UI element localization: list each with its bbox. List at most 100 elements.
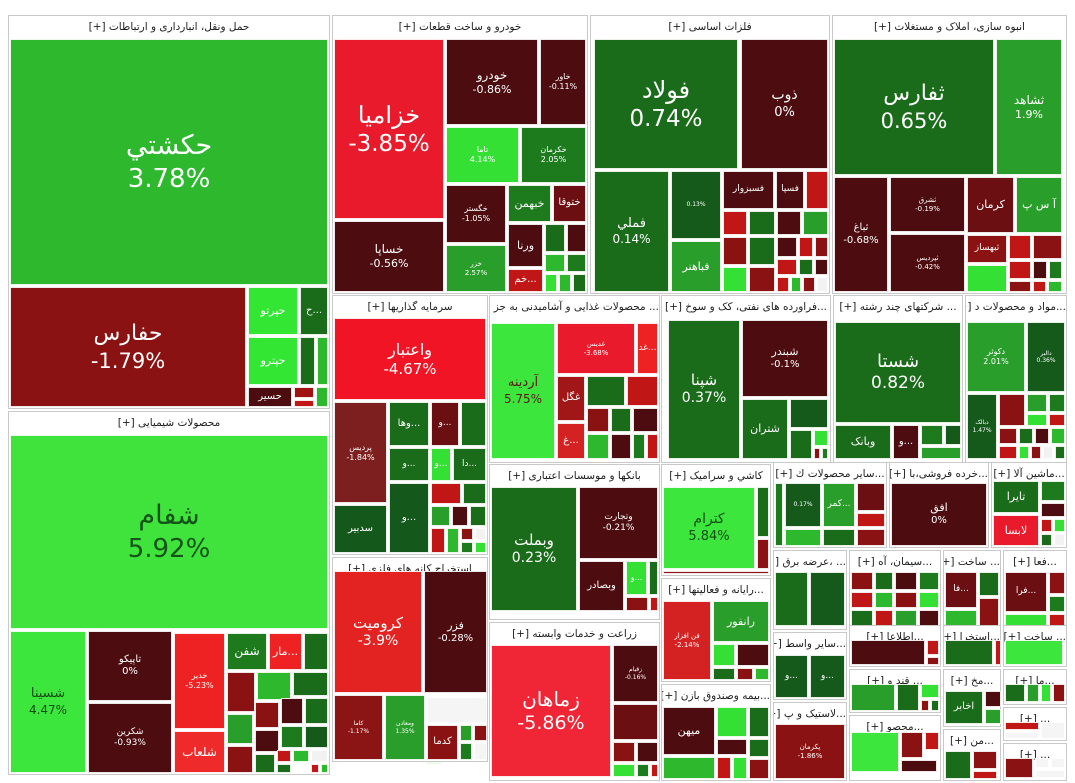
stock-tile[interactable]: کاما -1.17% [334,695,383,760]
stock-tile-small[interactable] [1005,722,1039,730]
stock-tile-small[interactable] [1005,732,1039,739]
stock-tile-small[interactable] [1019,446,1029,459]
stock-tile-small[interactable] [1005,758,1033,778]
sector-title[interactable]: ... ،عرضه برق [+] [774,551,846,573]
stock-tile[interactable]: ...مار [269,633,302,670]
stock-tile-small[interactable] [999,446,1017,459]
stock-tile-small[interactable] [627,376,658,406]
stock-tile-small[interactable] [777,211,801,235]
stock-tile-small[interactable] [723,211,747,235]
stock-tile-small[interactable] [737,668,753,680]
stock-tile-small[interactable] [626,597,648,611]
stock-tile[interactable]: شستا 0.82% [835,322,961,423]
stock-tile-small[interactable] [777,259,797,275]
stock-tile-small[interactable] [790,399,828,428]
stock-tile-small[interactable] [799,237,813,257]
stock-tile-small[interactable] [921,684,939,698]
stock-tile-small[interactable] [985,691,1001,707]
stock-tile[interactable]: غگل [557,376,585,421]
sector-title[interactable]: زراعت و خدمات وابسته [+] [490,623,659,645]
stock-tile-small[interactable] [461,542,473,553]
stock-tile-small[interactable] [931,700,939,711]
stock-tile-small[interactable] [611,434,631,459]
stock-tile[interactable]: خکرمان 2.05% [521,127,586,183]
stock-tile-small[interactable] [227,746,253,773]
stock-tile-small[interactable] [1009,281,1031,292]
stock-tile[interactable]: خودرو -0.86% [446,39,538,125]
stock-tile-small[interactable] [633,434,645,459]
stock-tile-small[interactable] [461,528,473,540]
stock-tile-small[interactable] [1041,722,1065,739]
stock-tile-small[interactable] [897,684,919,711]
stock-tile-small[interactable] [733,757,747,779]
stock-tile-small[interactable] [1041,481,1065,501]
stock-tile-small[interactable] [749,211,775,235]
stock-tile[interactable]: ثباغ -0.68% [834,177,888,292]
stock-tile[interactable]: وبملت 0.23% [491,487,577,611]
stock-tile-small[interactable] [723,267,747,292]
stock-tile[interactable]: خساپا -0.56% [334,221,444,292]
stock-tile[interactable]: فزر -0.28% [424,571,487,693]
stock-tile-small[interactable] [1041,534,1052,546]
stock-tile[interactable]: غدیس -3.68% [557,323,635,374]
stock-tile[interactable]: خگستر -1.05% [446,185,506,243]
stock-tile-small[interactable] [895,572,917,590]
stock-tile[interactable]: خزامیا -3.85% [334,39,444,219]
stock-tile[interactable]: شلعاب [174,731,225,773]
stock-tile-small[interactable] [803,211,828,235]
stock-tile[interactable]: ومعادن 1.35% [385,695,425,760]
stock-tile[interactable]: ...کمر [823,483,855,527]
stock-tile[interactable]: ...و [626,561,647,595]
stock-tile-small[interactable] [851,592,873,608]
stock-tile[interactable]: وبانک [835,425,891,459]
stock-tile[interactable]: حکشتي 3.78% [10,39,328,285]
stock-tile-small[interactable] [475,528,486,540]
stock-tile[interactable]: ختوقا [553,185,586,222]
stock-tile[interactable]: ...وها [389,402,429,446]
stock-tile-small[interactable] [799,259,813,275]
stock-tile-small[interactable] [294,400,314,407]
stock-tile-small[interactable] [281,698,303,724]
stock-tile[interactable]: شفن [227,633,267,670]
stock-tile-small[interactable] [1041,519,1052,532]
stock-tile-small[interactable] [300,337,315,385]
stock-tile-small[interactable] [925,732,939,750]
stock-tile-small[interactable] [810,572,845,626]
stock-tile-small[interactable] [277,764,291,773]
stock-tile-small[interactable] [294,387,314,398]
stock-tile-small[interactable]: 0.13% [671,171,721,239]
stock-tile-small[interactable] [545,274,557,292]
stock-tile[interactable]: تاپیکو 0% [88,631,172,701]
stock-tile-small[interactable] [1033,281,1046,292]
stock-tile[interactable]: واعتبار -4.67% [334,318,486,400]
stock-tile[interactable]: ...و [810,655,845,698]
stock-tile[interactable]: ...و [389,448,429,481]
sector-title[interactable]: ... شرکتهای چند رشته [+] [834,296,962,318]
stock-tile[interactable]: تایرا [993,481,1039,513]
stock-tile[interactable]: شسینا 4.47% [10,631,86,773]
stock-tile-small[interactable] [427,762,441,764]
stock-tile[interactable]: کترام 5.84% [663,487,755,569]
stock-tile-small[interactable] [587,376,625,406]
stock-tile-small[interactable] [875,610,893,626]
stock-tile[interactable]: وتجارت -0.21% [579,487,658,559]
stock-tile-small[interactable] [817,277,828,292]
stock-tile[interactable]: خبهمن [508,185,551,222]
stock-tile-small[interactable] [649,561,658,595]
stock-tile-small[interactable] [973,771,997,779]
stock-tile-small[interactable] [1054,519,1065,532]
stock-tile-small[interactable] [305,726,328,748]
stock-tile[interactable]: فملي 0.14% [594,171,669,292]
stock-tile-small[interactable] [814,430,828,446]
stock-tile-small[interactable] [851,610,873,626]
stock-tile[interactable]: آ س پ [1016,177,1062,233]
stock-tile-small[interactable] [304,633,328,670]
stock-tile[interactable]: ...فرا [1005,572,1047,612]
stock-tile-small[interactable] [945,610,977,626]
stock-tile-small[interactable] [895,592,917,608]
stock-tile[interactable]: خدیر -5.23% [174,633,225,729]
stock-tile-small[interactable] [1041,684,1051,702]
stock-tile-small[interactable] [611,408,631,432]
stock-tile-small[interactable] [851,572,873,590]
stock-tile-small[interactable] [755,668,769,680]
